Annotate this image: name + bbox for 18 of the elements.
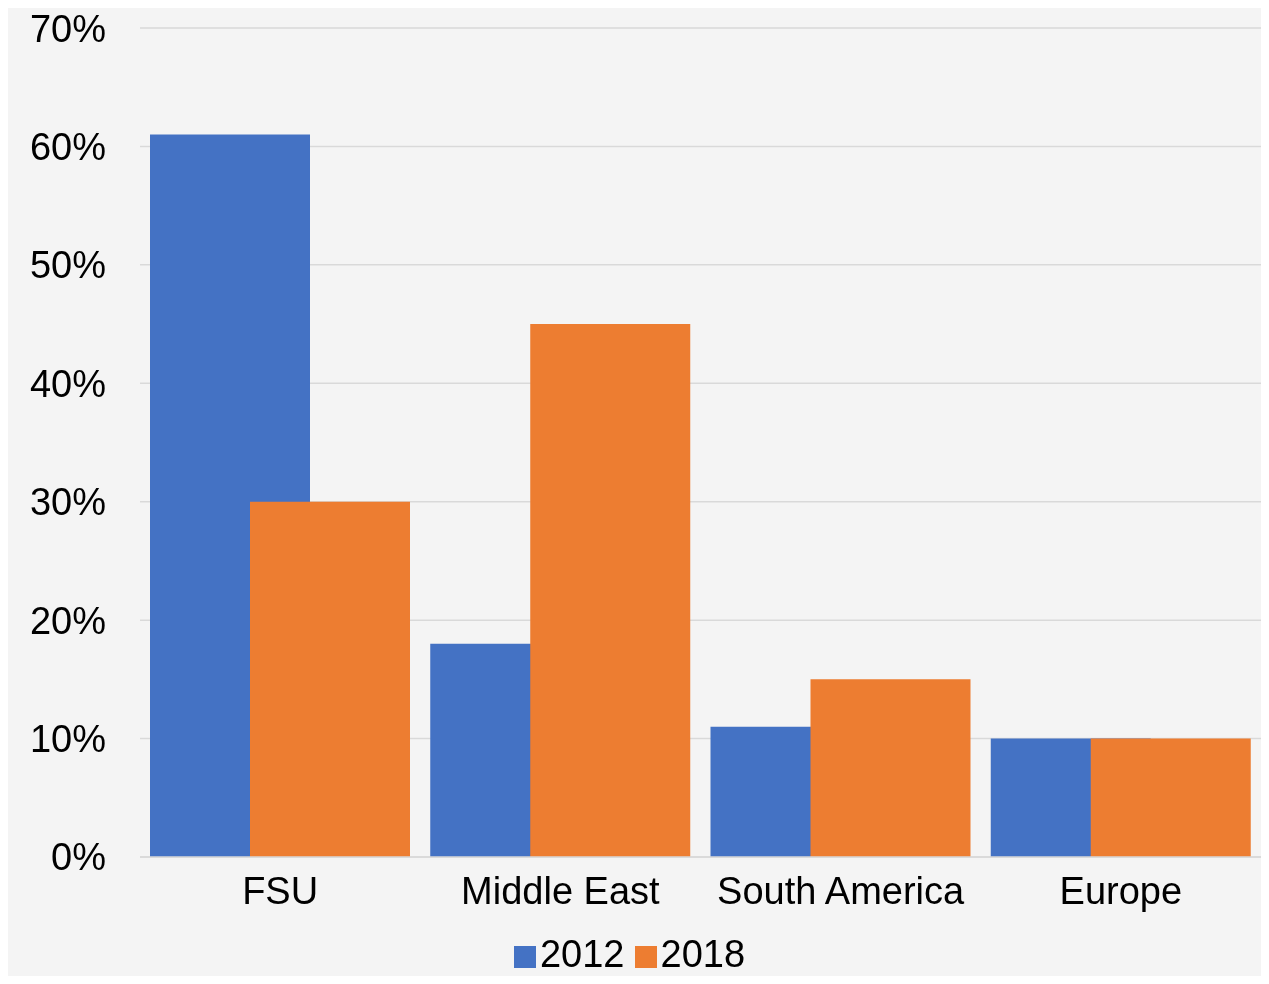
y-tick-label: 70% xyxy=(29,7,106,50)
y-tick-label: 30% xyxy=(29,481,106,524)
x-tick-label: FSU xyxy=(242,869,319,912)
legend-label: 2018 xyxy=(660,933,746,975)
y-tick-label: 10% xyxy=(29,718,106,761)
bar xyxy=(810,679,971,857)
y-tick-label: 60% xyxy=(29,125,106,168)
bar xyxy=(250,501,410,857)
x-tick-label: South America xyxy=(717,869,966,912)
x-tick-label: Middle East xyxy=(461,869,661,912)
y-tick-label: 20% xyxy=(29,599,106,642)
bar xyxy=(1090,738,1251,857)
y-tick-label: 40% xyxy=(29,362,106,405)
y-tick-label: 0% xyxy=(51,836,106,879)
y-tick-label: 50% xyxy=(29,244,106,287)
bar xyxy=(530,324,691,857)
x-tick-label: Europe xyxy=(1059,869,1183,912)
legend-label: 2012 xyxy=(539,933,625,975)
